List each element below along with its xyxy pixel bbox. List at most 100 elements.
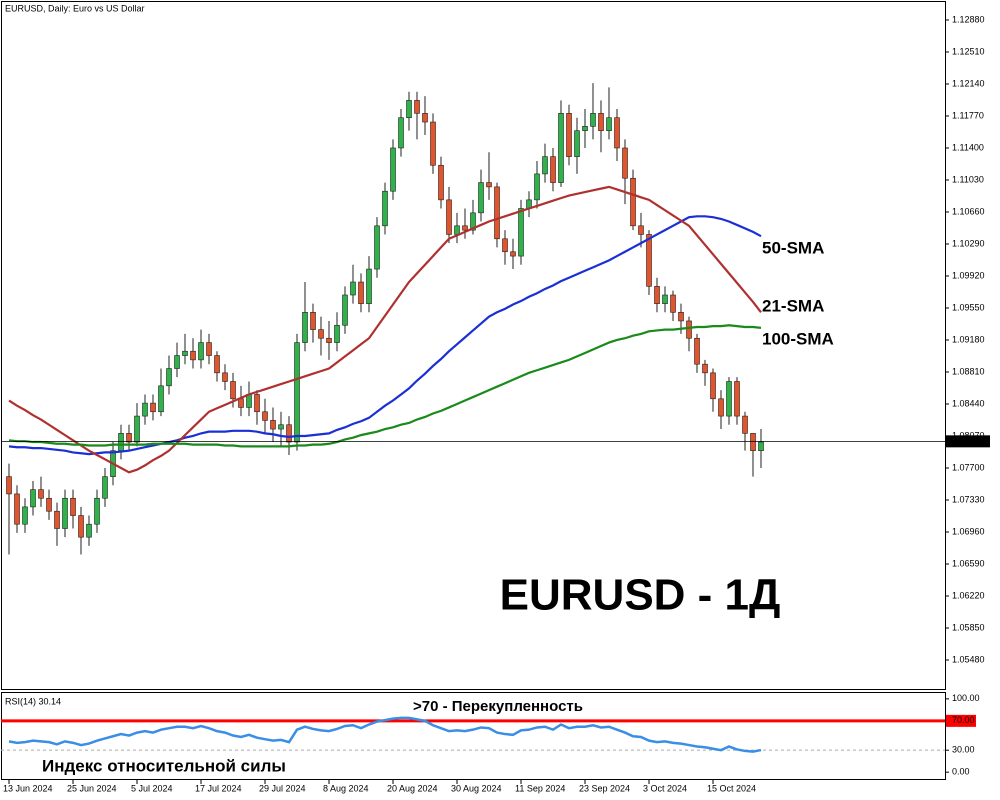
legend-label: 21-SMA (762, 296, 824, 315)
candle-body (486, 182, 492, 188)
y-tick-label: 1.06220 (952, 590, 985, 600)
candle-body (598, 113, 604, 131)
candle-body (182, 350, 188, 356)
candle-body (502, 238, 508, 253)
x-tick-label: 25 Jun 2024 (67, 783, 117, 793)
candle-body (462, 225, 468, 231)
x-tick-label: 17 Jul 2024 (195, 783, 242, 793)
candle-body (86, 523, 92, 538)
y-tick-label: 1.12140 (952, 78, 985, 88)
candle-body (542, 156, 548, 175)
candle-body (302, 311, 308, 343)
rsi-line (8, 716, 762, 753)
candle-body (342, 294, 348, 326)
legend-label: 100-SMA (762, 329, 834, 348)
candle-body (702, 363, 708, 374)
candle-body (430, 121, 436, 166)
candle-body (686, 320, 692, 339)
x-tick-label: 20 Aug 2024 (387, 783, 438, 793)
y-tick-label: 1.09180 (952, 334, 985, 344)
candle-body (326, 337, 332, 343)
candle-body (62, 497, 68, 529)
y-tick-label: 1.11770 (952, 110, 984, 120)
y-tick-label: 1.09550 (952, 302, 985, 312)
sma-line (8, 215, 762, 456)
candle-body (550, 156, 556, 183)
y-tick-label: 1.11030 (952, 174, 984, 184)
candle-body (174, 355, 180, 369)
candle-body (118, 433, 124, 451)
candle-body (742, 415, 748, 434)
candle-body (630, 177, 636, 227)
candle-body (438, 164, 444, 201)
candle-body (158, 385, 164, 413)
candle-body (614, 117, 620, 149)
y-tick-label: 1.12880 (952, 14, 985, 24)
x-tick-label: 23 Sep 2024 (579, 783, 630, 793)
candle-body (638, 225, 644, 235)
candle-body (718, 398, 724, 417)
candle-body (150, 402, 156, 413)
candle-body (694, 337, 700, 365)
candle-body (334, 324, 340, 343)
y-tick-label: 1.05850 (952, 622, 985, 632)
annotation: >70 - Перекупленность (413, 698, 583, 715)
y-tick-label: 1.10290 (952, 238, 985, 248)
y-tick-label: 1.05480 (952, 654, 985, 664)
x-tick-label: 11 Sep 2024 (515, 783, 565, 793)
y-tick-label: 0.00 (952, 767, 970, 777)
annotation: Индекс относительной силы (42, 756, 286, 775)
candle-body (510, 251, 516, 257)
y-tick-label: 1.07700 (952, 462, 985, 472)
candle-body (318, 329, 324, 339)
candle-body (270, 420, 276, 430)
price-label: 1.08008 (950, 436, 983, 446)
candle-body (726, 381, 732, 417)
candle-body (478, 182, 484, 214)
candle-body (238, 398, 244, 408)
candle-body (590, 113, 596, 127)
candle-body (14, 493, 20, 525)
level-label-box (946, 714, 976, 727)
candle-body (422, 113, 428, 123)
candle-body (678, 311, 684, 322)
candle-body (446, 199, 452, 235)
y-tick-label: 1.06960 (952, 526, 985, 536)
candle-body (46, 497, 52, 512)
candle-body (382, 190, 388, 227)
chart-annotation: EURUSD - 1Д (500, 571, 781, 620)
candle-body (38, 489, 44, 499)
candle-body (102, 476, 108, 499)
candle-body (54, 510, 60, 529)
chart-title: EURUSD, Daily: Euro vs US Dollar (5, 3, 145, 13)
candle-body (142, 402, 148, 417)
x-tick-label: 8 Aug 2024 (323, 783, 369, 793)
candle-body (622, 147, 628, 179)
candle-body (558, 113, 564, 183)
main-panel (1, 1, 946, 690)
y-tick-label: 1.08810 (952, 366, 985, 376)
y-tick-label: 100.00 (952, 693, 980, 703)
candle-body (646, 234, 652, 287)
y-tick-label: 1.12510 (952, 46, 985, 56)
candle-body (414, 100, 420, 114)
candle-body (78, 515, 84, 538)
candle-body (70, 497, 76, 516)
candle-body (470, 212, 476, 231)
candle-body (222, 372, 228, 382)
candle-body (710, 372, 716, 400)
candle-body (206, 342, 212, 356)
sma-line (8, 185, 762, 474)
x-tick-label: 15 Oct 2024 (707, 783, 756, 793)
candle-body (126, 433, 132, 443)
candle-body (494, 186, 500, 240)
candle-body (758, 441, 764, 451)
y-tick-label: 1.10660 (952, 206, 985, 216)
candle-body (534, 173, 540, 201)
candle-body (454, 225, 460, 235)
candle-body (582, 126, 588, 131)
candle-body (294, 342, 300, 443)
candle-body (566, 113, 572, 157)
x-tick-label: 29 Jul 2024 (259, 783, 306, 793)
